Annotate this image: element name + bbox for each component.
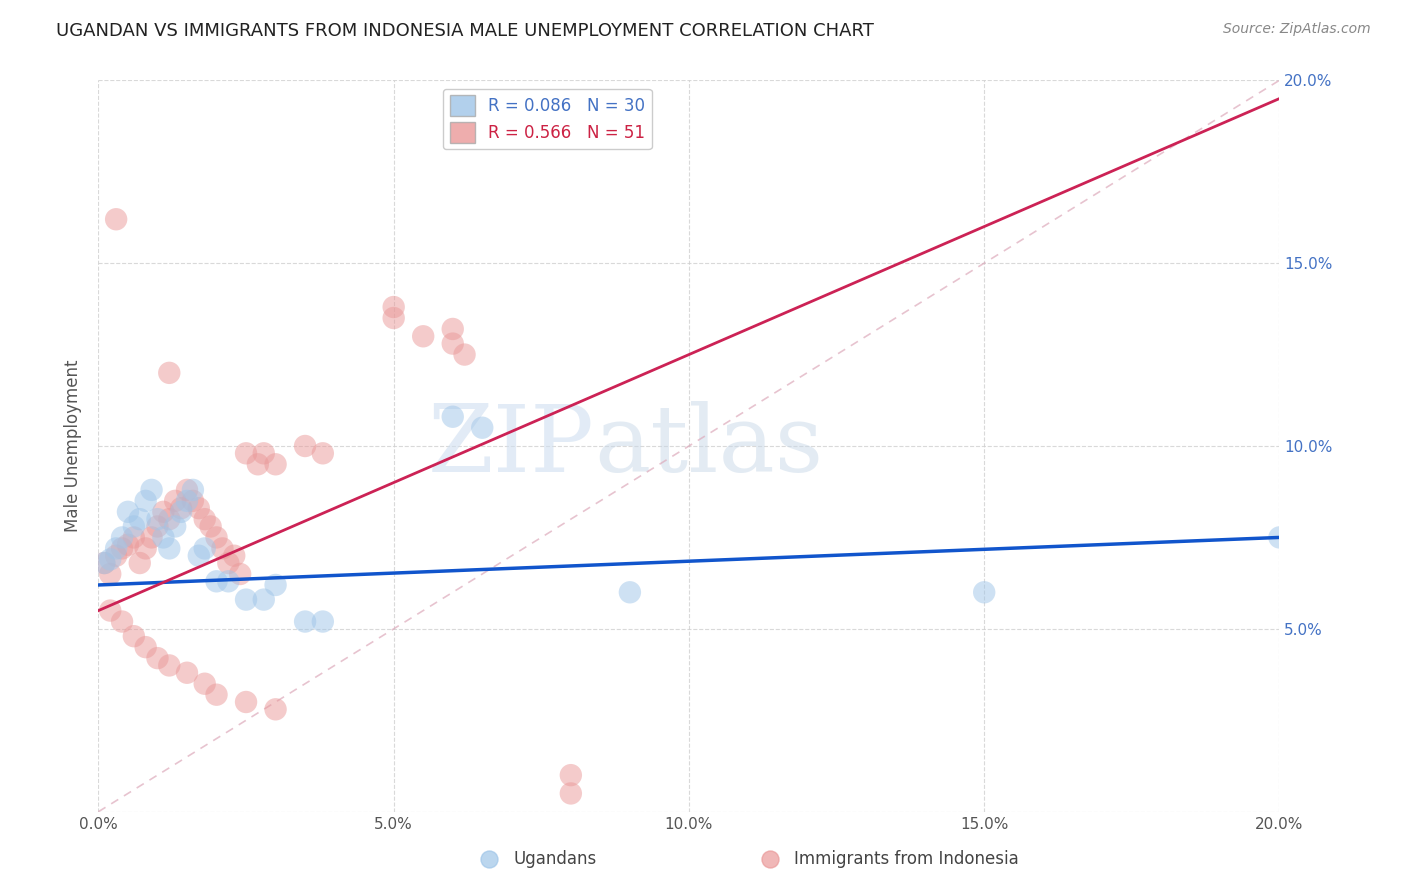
Point [152,530,174,544]
Point [128,556,150,570]
Point [294,439,316,453]
Point [441,409,464,424]
Point [759,851,782,865]
Point [382,300,405,314]
Point [157,366,180,380]
Point [105,549,128,563]
Point [157,541,180,556]
Point [128,512,150,526]
Point [135,640,157,655]
Point [105,541,128,556]
Point [122,519,145,533]
Point [157,658,180,673]
Point [170,501,193,516]
Text: atlas: atlas [595,401,824,491]
Point [1268,530,1291,544]
Point [165,493,187,508]
Point [135,541,157,556]
Point [117,538,139,552]
Point [200,519,222,533]
Point [205,574,228,589]
Point [98,603,121,617]
Text: Ugandans: Ugandans [513,850,596,868]
Point [205,530,228,544]
Point [453,348,475,362]
Point [264,578,287,592]
Point [973,585,995,599]
Point [560,787,582,801]
Point [253,446,276,460]
Point [176,493,198,508]
Point [122,530,145,544]
Point [441,336,464,351]
Point [181,483,204,497]
Point [176,665,198,680]
Point [170,505,193,519]
Point [264,458,287,472]
Point [141,483,163,497]
Point [312,615,335,629]
Point [93,556,115,570]
Text: UGANDAN VS IMMIGRANTS FROM INDONESIA MALE UNEMPLOYMENT CORRELATION CHART: UGANDAN VS IMMIGRANTS FROM INDONESIA MAL… [56,22,875,40]
Point [224,549,246,563]
Point [412,329,434,343]
Point [253,592,276,607]
Point [122,629,145,643]
Point [235,446,257,460]
Point [98,552,121,566]
Text: Source: ZipAtlas.com: Source: ZipAtlas.com [1223,22,1371,37]
Point [93,556,115,570]
Point [117,505,139,519]
Point [152,505,174,519]
Point [264,702,287,716]
Point [211,541,233,556]
Point [235,592,257,607]
Text: Immigrants from Indonesia: Immigrants from Indonesia [794,850,1019,868]
Point [176,483,198,497]
Point [146,651,169,665]
Point [441,322,464,336]
Point [294,615,316,629]
Point [146,519,169,533]
Point [98,567,121,582]
Point [135,493,157,508]
Point [141,530,163,544]
Point [157,512,180,526]
Point [181,493,204,508]
Point [477,851,501,865]
Point [111,530,134,544]
Point [194,676,217,690]
Point [471,421,494,435]
Point [560,768,582,782]
Y-axis label: Male Unemployment: Male Unemployment [65,359,83,533]
Point [146,512,169,526]
Point [187,501,209,516]
Point [312,446,335,460]
Point [105,212,128,227]
Point [619,585,641,599]
Point [382,311,405,326]
Point [111,615,134,629]
Point [194,541,217,556]
Point [217,574,239,589]
Point [229,567,252,582]
Point [217,556,239,570]
Point [246,458,269,472]
Point [187,549,209,563]
Point [235,695,257,709]
Point [205,688,228,702]
Legend: R = 0.086   N = 30, R = 0.566   N = 51: R = 0.086 N = 30, R = 0.566 N = 51 [443,88,651,149]
Point [111,541,134,556]
Point [194,512,217,526]
Text: ZIP: ZIP [427,401,595,491]
Point [165,519,187,533]
